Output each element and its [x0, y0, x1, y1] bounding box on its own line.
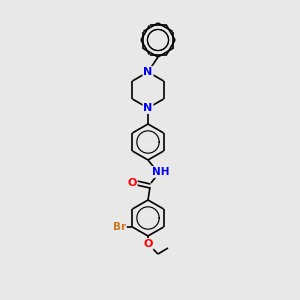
- Text: NH: NH: [152, 167, 170, 177]
- Text: O: O: [127, 178, 137, 188]
- Text: N: N: [143, 67, 153, 77]
- Text: Br: Br: [113, 222, 126, 232]
- Text: O: O: [143, 239, 153, 249]
- Text: N: N: [143, 103, 153, 113]
